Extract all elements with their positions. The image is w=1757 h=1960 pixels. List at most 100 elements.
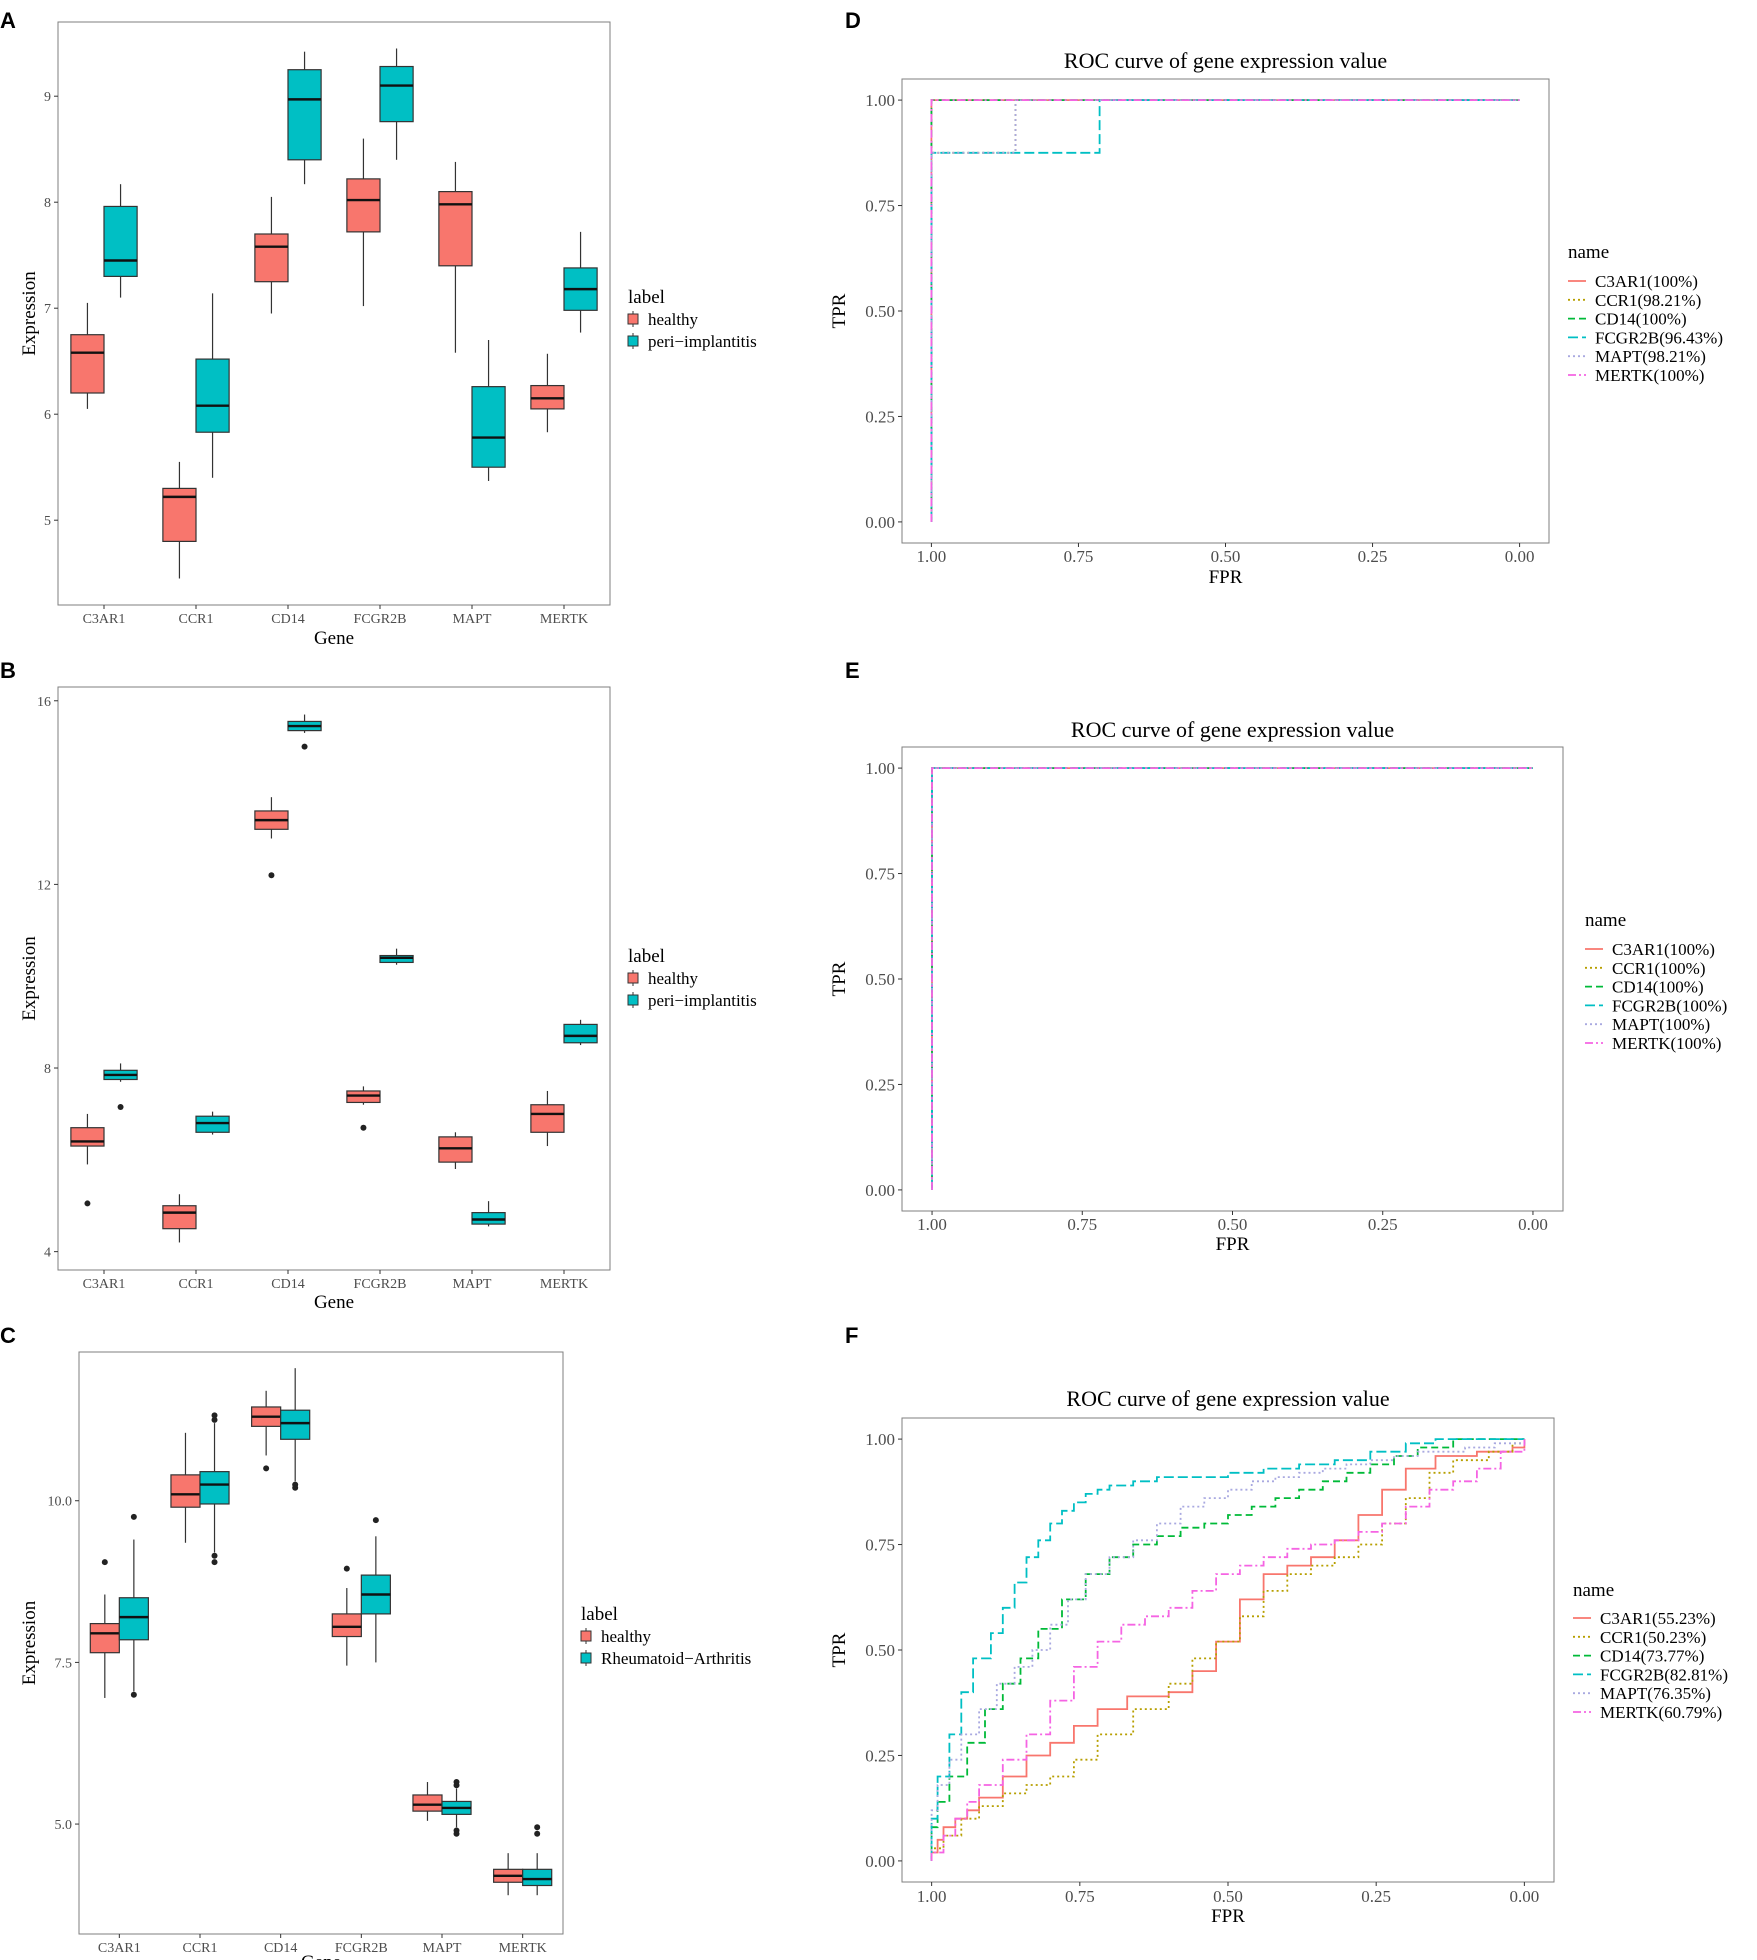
legend-label: Rheumatoid−Arthritis <box>601 1649 751 1668</box>
legend-key-box <box>627 335 639 347</box>
legend-label: CCR1(100%) <box>1612 959 1706 978</box>
x-axis-title: FPR <box>1209 567 1243 588</box>
y-tick-label: 0.75 <box>865 1536 895 1555</box>
x-axis-title: Gene <box>314 1292 354 1313</box>
x-tick-label: MERTK <box>540 612 588 627</box>
outlier-point <box>343 1565 350 1572</box>
outlier-point <box>211 1416 218 1423</box>
x-tick-label: C3AR1 <box>83 1277 126 1292</box>
legend-label: healthy <box>648 310 699 329</box>
y-tick-label: 8 <box>44 196 51 211</box>
x-tick-label: 0.00 <box>1505 547 1535 566</box>
outlier-point <box>130 1513 137 1520</box>
panel-f-roc: ROC curve of gene expression value 0.00 0.… <box>829 1386 1728 1927</box>
outlier-point <box>372 1517 379 1524</box>
x-tick-label: 0.75 <box>1064 547 1094 566</box>
outlier-point <box>130 1691 137 1698</box>
box-mertk-disease <box>522 1868 553 1887</box>
x-axis-title: FPR <box>1211 1906 1245 1927</box>
y-axis-title: Expression <box>19 936 40 1021</box>
legend-label: FCGR2B(100%) <box>1612 996 1727 1015</box>
x-tick-label: 0.00 <box>1509 1887 1539 1906</box>
y-tick-label: 0.25 <box>865 407 895 426</box>
x-tick-label: MAPT <box>423 1941 462 1956</box>
x-tick-label: MAPT <box>453 1277 492 1292</box>
box-mapt-healthy <box>412 1794 443 1812</box>
chart-title: ROC curve of gene expression value <box>1066 1386 1389 1411</box>
plot-frame <box>901 78 1550 544</box>
box-mapt-disease <box>471 386 506 468</box>
y-tick-label: 10.0 <box>48 1495 73 1510</box>
box-fcgr2b-healthy <box>346 178 381 233</box>
outlier-point <box>534 1830 541 1837</box>
legend-label: C3AR1(55.23%) <box>1600 1609 1716 1628</box>
y-tick-label: 5 <box>44 514 51 529</box>
box-ccr1-disease <box>195 358 230 433</box>
legend-key-box <box>627 972 639 984</box>
y-tick-label: 0.00 <box>865 513 895 532</box>
y-tick-label: 0.25 <box>865 1746 895 1765</box>
roc-line-mertk <box>930 1439 1526 1861</box>
plot-frame <box>78 1351 564 1935</box>
outlier-point <box>84 1200 91 1207</box>
y-tick-label: 8 <box>44 1062 51 1077</box>
y-tick-label: 6 <box>44 408 51 423</box>
panel-e-roc: ROC curve of gene expression value 0.00 0.… <box>829 717 1727 1255</box>
legend-label: FCGR2B(82.81%) <box>1600 1665 1728 1684</box>
x-tick-label: 0.25 <box>1358 547 1388 566</box>
outlier-point <box>301 743 308 750</box>
legend-label: CCR1(98.21%) <box>1595 291 1701 310</box>
legend-label: MAPT(100%) <box>1612 1015 1710 1034</box>
x-tick-label: 0.75 <box>1065 1887 1095 1906</box>
y-tick-label: 0.25 <box>865 1075 895 1094</box>
x-tick-label: 1.00 <box>917 1887 947 1906</box>
x-tick-label: 1.00 <box>917 1215 947 1234</box>
legend-title: name <box>1585 910 1626 931</box>
outlier-point <box>211 1559 218 1566</box>
roc-line-mertk <box>931 767 1533 1190</box>
panel-letter-f: F <box>845 1323 858 1348</box>
plot-frame <box>901 1417 1555 1883</box>
outlier-point <box>360 1124 367 1131</box>
box-mertk-healthy <box>530 1104 565 1133</box>
panel-c-boxplot: 5.0 7.5 10.0 C3AR1 CCR1 CD14 FCGR2B MAPT MERTK Ge… <box>19 1351 751 1960</box>
y-tick-label: 0.75 <box>865 197 895 216</box>
y-tick-label: 0.00 <box>865 1181 895 1200</box>
x-tick-label: CCR1 <box>178 1277 213 1292</box>
box-c3ar1-healthy <box>70 334 105 394</box>
legend-key-box <box>627 994 639 1006</box>
legend-label: peri−implantitis <box>648 332 757 351</box>
y-tick-label: 0.50 <box>865 1641 895 1660</box>
legend-label: healthy <box>648 969 699 988</box>
legend-key-box <box>580 1652 592 1664</box>
outlier-point <box>534 1824 541 1831</box>
x-tick-label: 0.50 <box>1218 1215 1248 1234</box>
x-tick-label: MAPT <box>453 612 492 627</box>
panel-letter-d: D <box>845 8 861 33</box>
y-tick-label: 12 <box>37 878 51 893</box>
x-tick-label: 1.00 <box>917 547 947 566</box>
roc-line-mertk <box>930 99 1520 522</box>
x-axis-title: Gene <box>314 628 354 649</box>
y-tick-label: 5.0 <box>55 1818 73 1833</box>
plot-frame <box>57 686 611 1271</box>
box-fcgr2b-disease <box>379 65 414 123</box>
y-tick-label: 7.5 <box>55 1656 73 1671</box>
legend-key-box <box>627 313 639 325</box>
y-tick-label: 7 <box>44 302 51 317</box>
y-axis-title: TPR <box>829 961 850 996</box>
roc-line-mapt <box>930 1439 1526 1861</box>
legend-key-box <box>580 1630 592 1642</box>
outlier-point <box>117 1104 124 1111</box>
y-tick-label: 1.00 <box>865 91 895 110</box>
x-axis-title: Gene <box>301 1952 341 1960</box>
y-axis-title: Expression <box>19 271 40 356</box>
x-tick-label: FCGR2B <box>354 1277 407 1292</box>
legend-label: CD14(100%) <box>1612 978 1704 997</box>
legend-label: healthy <box>601 1627 652 1646</box>
legend-title: name <box>1573 1580 1614 1601</box>
chart-title: ROC curve of gene expression value <box>1064 48 1387 73</box>
roc-line-ccr1 <box>930 1439 1526 1861</box>
box-c3ar1-healthy <box>89 1622 120 1654</box>
box-mapt-healthy <box>438 191 473 267</box>
